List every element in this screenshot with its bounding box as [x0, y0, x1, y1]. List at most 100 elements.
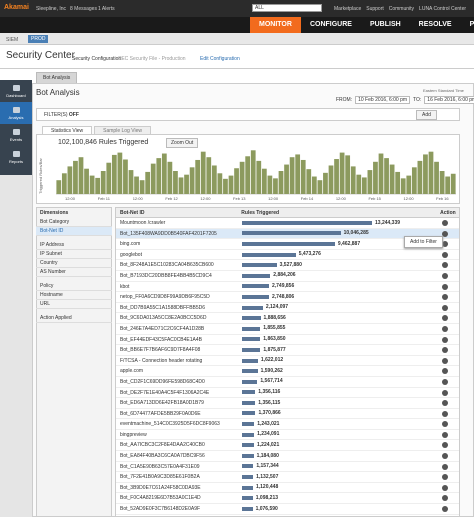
dimension[interactable]: Bot Category [36, 218, 112, 227]
sidebar-item[interactable]: Analysis [0, 102, 32, 124]
table-row[interactable]: Bot_EA84F40BA3C6CA0A7DBC9F56 1,184,080 [116, 451, 459, 462]
action-gear[interactable] [442, 315, 448, 322]
table-row[interactable]: Bot_EF44EDF43C5FAC0CB4E1A4B 1,863,850 [116, 335, 459, 346]
table-row[interactable]: Bot_BB6E7F7B6AF6C9D7F8A4F08 1,875,877 [116, 345, 459, 356]
crumb[interactable]: PROD [28, 35, 49, 43]
tab[interactable]: Bot Analysis [36, 72, 78, 83]
table-row[interactable]: Bot_135F408WA9DD0B540FAF4201F7205 10,046,… [116, 228, 459, 240]
table-row[interactable]: Bot_3B9D0E7C61A24F58C0DA93E 1,120,448 [116, 483, 459, 494]
dimension[interactable]: Action Applied [36, 314, 112, 323]
table-row[interactable]: apple.com 1,590,262 [116, 366, 459, 377]
table-row[interactable]: googlebot 5,473,276 [116, 250, 459, 261]
link[interactable]: LUNA Control Center [419, 6, 467, 12]
sidebar-item[interactable]: Dashboard [0, 80, 32, 102]
nav-item[interactable]: PUBLISH [369, 21, 401, 28]
edit-link[interactable]: Edit Configuration [200, 56, 240, 62]
table-row[interactable]: Bot_AA7ICBC3C2F8E4DAA2C40CB0 1,224,021 [116, 440, 459, 452]
action-gear[interactable] [442, 400, 448, 407]
table-row[interactable]: Bot_DE2F7E1E40A4C5F4F1306A2C4E 1,356,116 [116, 388, 459, 399]
action-gear[interactable] [442, 347, 448, 354]
to[interactable]: 16 Feb 2016, 6:00 pm [424, 96, 474, 104]
action-gear[interactable] [442, 495, 448, 502]
search[interactable]: ALL [252, 4, 322, 12]
action-gear[interactable] [442, 241, 448, 248]
action-gear[interactable] [442, 283, 448, 290]
add-button[interactable]: Add [416, 110, 437, 120]
action-gear[interactable] [442, 410, 448, 417]
action-gear[interactable] [442, 304, 448, 311]
action-gear[interactable] [442, 368, 448, 375]
action-gear[interactable] [442, 262, 448, 269]
from[interactable]: 10 Feb 2016, 6:00 pm [355, 96, 411, 104]
table-row[interactable]: Bot_C1A5E90B63C57E0A4F31E09 1,157,344 [116, 462, 459, 473]
dimension[interactable]: AS Number [36, 268, 112, 277]
view-tab[interactable]: Sample Log View [94, 126, 151, 135]
action-gear[interactable] [442, 484, 448, 491]
table-row[interactable]: eventmachine_514C0C3925D5F6DC8F9063 1,243… [116, 419, 459, 430]
action-gear[interactable] [442, 421, 448, 428]
action-gear[interactable] [442, 389, 448, 396]
action-gear[interactable] [442, 474, 448, 481]
nav-item[interactable]: MONITOR [250, 17, 301, 33]
table-row[interactable]: Mountmoon /crawler 13,244,339 [116, 218, 459, 229]
table-row[interactable]: kbot 2,749,856 [116, 282, 459, 293]
action-gear[interactable] [442, 336, 448, 343]
dimension[interactable]: IP Address [36, 241, 112, 250]
link[interactable]: Marketplace [334, 6, 362, 12]
table-row[interactable]: Bot_9C6DA013A5CC8E2A0BCC5D6D 1,888,656 [116, 313, 459, 324]
table-row[interactable]: Bot_246E7A4ED71C2C6CF4A1D28B 1,855,855 [116, 324, 459, 335]
sidebar-item[interactable]: Reports [0, 146, 32, 168]
action-gear[interactable] [442, 357, 448, 364]
column-header[interactable]: Rules Triggered [241, 210, 280, 216]
column-header[interactable]: Bot-Net ID [120, 210, 145, 216]
table-row[interactable]: Bot_CD2F1C69DD96FE598D68C4D0 1,567,714 [116, 377, 459, 388]
filters-state[interactable]: OFF [68, 112, 79, 118]
dimension[interactable]: URL [36, 300, 112, 309]
filters[interactable]: FILTER(S) OFF [44, 112, 79, 118]
account[interactable]: Sleepline, Inc [36, 6, 67, 12]
action-gear[interactable] [442, 272, 448, 279]
nav-item[interactable]: PLAN [469, 21, 474, 28]
crumb[interactable]: SIEM [6, 37, 19, 43]
table-row[interactable]: bing.com 9,462,887 [116, 239, 459, 250]
link[interactable]: Support [366, 6, 384, 12]
table-row[interactable]: Bot_ED6A713DD6E42FB18A0D1B79 1,356,115 [116, 398, 459, 409]
table-row[interactable]: Bot_6D74477AFDE5BB29F0A0D6E 1,370,866 [116, 409, 459, 420]
action-gear[interactable] [442, 251, 448, 258]
table-row[interactable]: Bot_F0C4A8219E6D7B53A0C1E4D 1,098,213 [116, 493, 459, 505]
filters-label[interactable]: FILTER(S) [44, 112, 68, 118]
table-row[interactable]: Bot_7F2E41B0A9C3D85E61F0B2A 1,132,507 [116, 472, 459, 483]
action-gear[interactable] [442, 230, 448, 237]
zoom-out[interactable]: Zoom Out [166, 138, 199, 148]
dimension[interactable]: Country [36, 259, 112, 268]
table-row[interactable]: bingpreview 1,234,091 [116, 430, 459, 441]
action-gear[interactable] [442, 220, 448, 226]
table-row[interactable]: netop_FF0A6CD9D8F99A9DB6F95C5D 2,748,806 [116, 292, 459, 303]
table-row[interactable]: Bot_B7193DC20DBB8FE4BB4B5CD9C4 2,884,206 [116, 271, 459, 282]
column-header[interactable]: Action [440, 210, 456, 216]
popup[interactable]: Add to Filter [404, 236, 443, 248]
nav-item[interactable]: RESOLVE [418, 21, 452, 28]
action-gear[interactable] [442, 453, 448, 460]
action-gear[interactable] [442, 294, 448, 301]
dimension[interactable]: Policy [36, 282, 112, 291]
alerts[interactable]: 1 Alerts [98, 6, 115, 12]
action-gear[interactable] [442, 506, 448, 513]
table-row[interactable]: F/TCSA - Connection header rotating 1,622… [116, 356, 459, 367]
messages[interactable]: 8 Messages [70, 6, 97, 12]
action-gear[interactable] [442, 431, 448, 438]
table-row[interactable]: Bot_DD7B9A55C1A1588DBFFBB5D6 2,124,097 [116, 303, 459, 314]
sidebar-item[interactable]: Events [0, 124, 32, 146]
nav-item[interactable]: CONFIGURE [309, 21, 352, 28]
action-gear[interactable] [442, 463, 448, 470]
dimension[interactable]: IP Subnet [36, 250, 112, 259]
link[interactable]: Community [388, 6, 415, 12]
view-tab[interactable]: Statistics View [42, 126, 93, 135]
action-gear[interactable] [442, 325, 448, 332]
dimension[interactable]: Hostname [36, 291, 112, 300]
dimension[interactable]: Bot-Net ID [36, 227, 112, 236]
action-gear[interactable] [442, 442, 448, 449]
table-row[interactable]: Bot_52AD9E0F3C7B6148D2E0A9F 1,076,590 [116, 504, 459, 515]
action-gear[interactable] [442, 378, 448, 385]
table-row[interactable]: Bot_8F248A1E5C10283CA04B635CB600 3,527,88… [116, 260, 459, 271]
